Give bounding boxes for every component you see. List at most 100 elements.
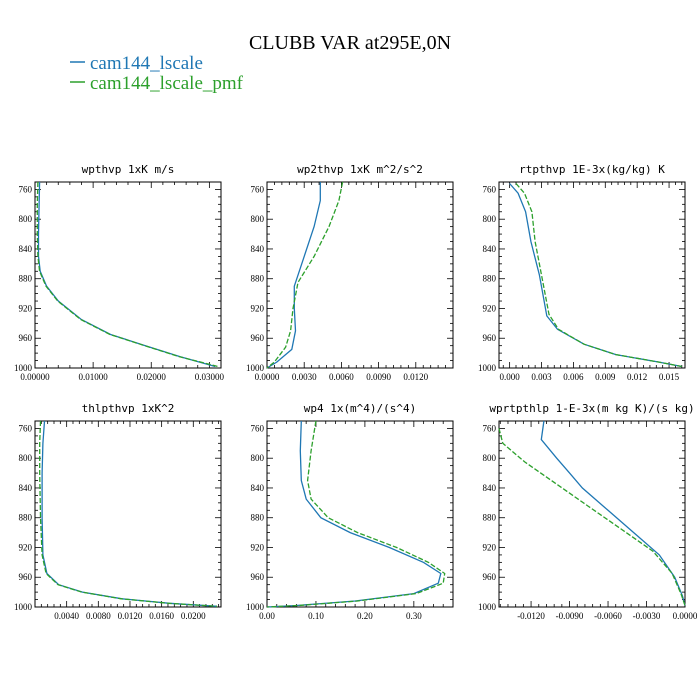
chart-panel-6: wprtpthlp 1-E-3x(m kg K)/(s kg) 760 800 840… bbox=[478, 402, 698, 621]
x-tick-label: 0.009 bbox=[595, 372, 616, 382]
plot-frame bbox=[498, 181, 686, 369]
y-tick-label: 920 bbox=[19, 303, 33, 313]
panels: wpthvp 1xK m/s76080084088092096010000.00… bbox=[14, 163, 698, 621]
y-tick-label: 920 bbox=[19, 542, 33, 552]
x-tick-label: 0.0060 bbox=[329, 372, 354, 382]
y-tick-label: 960 bbox=[483, 572, 497, 582]
series-line-lscale-pmf bbox=[36, 181, 219, 368]
figure-title: CLUBB VAR at295E,0N bbox=[249, 32, 451, 54]
y-tick-label: 1000 bbox=[14, 602, 33, 612]
x-tick-label: 0.01000 bbox=[79, 372, 109, 382]
chart-panel-1: wpthvp 1xK m/s 760 800 840 880 920 960 10000.00… bbox=[14, 163, 225, 382]
x-tick-label: 0.0160 bbox=[149, 611, 174, 621]
y-tick-label: 1000 bbox=[14, 363, 33, 373]
y-tick-label: 760 bbox=[19, 423, 33, 433]
x-tick-label: 0.0120 bbox=[403, 372, 428, 382]
y-tick-label: 880 bbox=[19, 513, 33, 523]
x-tick-label: 0.20 bbox=[357, 611, 373, 621]
y-tick-label: 880 bbox=[483, 513, 497, 523]
plot-frame bbox=[34, 420, 222, 608]
y-tick-label: 920 bbox=[251, 303, 265, 313]
chart-panel-5: wp4 1x(m^4)/(s^4)76080084088092096010000… bbox=[246, 402, 454, 621]
series-line-lscale bbox=[540, 420, 686, 606]
y-tick-label: 760 bbox=[251, 423, 265, 433]
y-tick-label: 840 bbox=[19, 483, 33, 493]
y-tick-label: 800 bbox=[483, 453, 497, 463]
series-line-lscale-pmf bbox=[266, 181, 344, 369]
y-tick-label: 800 bbox=[19, 453, 33, 463]
panel-title: thlpthvp 1xK^2 bbox=[82, 402, 175, 415]
series-line-lscale bbox=[37, 181, 216, 368]
x-tick-label: 0.02000 bbox=[137, 372, 167, 382]
y-tick-label: 800 bbox=[483, 214, 497, 224]
y-tick-label: 1000 bbox=[246, 602, 265, 612]
plot-frame bbox=[266, 420, 454, 608]
x-tick-label: 0.0090 bbox=[366, 372, 391, 382]
series-line-lscale-pmf bbox=[39, 420, 218, 607]
y-tick-label: 760 bbox=[19, 184, 33, 194]
y-tick-label: 760 bbox=[483, 423, 497, 433]
x-tick-label: -0.0060 bbox=[594, 611, 622, 621]
x-tick-label: 0.0120 bbox=[118, 611, 143, 621]
y-tick-label: 840 bbox=[251, 483, 265, 493]
y-tick-label: 960 bbox=[251, 333, 265, 343]
x-tick-label: 0.03000 bbox=[195, 372, 225, 382]
x-tick-label: 0.0080 bbox=[86, 611, 111, 621]
plot-frame bbox=[266, 181, 454, 369]
y-tick-label: 800 bbox=[251, 453, 265, 463]
y-tick-label: 960 bbox=[251, 572, 265, 582]
y-tick-label: 960 bbox=[483, 333, 497, 343]
panel-title: wprtpthlp 1-E-3x(m kg K)/(s kg) bbox=[489, 402, 694, 415]
panel-title: wp2thvp 1xK m^2/s^2 bbox=[297, 163, 423, 176]
y-tick-label: 760 bbox=[251, 184, 265, 194]
chart-panel-4: thlpthvp 1xK^2 760 800 840 880 920 960 1000 0.00… bbox=[14, 402, 222, 621]
panel-title: wp4 1x(m^4)/(s^4) bbox=[304, 402, 417, 415]
x-tick-label: 0.000 bbox=[500, 372, 521, 382]
series-line-lscale bbox=[41, 420, 218, 607]
y-tick-label: 880 bbox=[251, 274, 265, 284]
series-line-lscale bbox=[266, 420, 442, 608]
y-tick-label: 960 bbox=[19, 333, 33, 343]
x-tick-label: 0.10 bbox=[308, 611, 324, 621]
legend-label-lscale: cam144_lscale bbox=[90, 53, 203, 74]
y-tick-label: 1000 bbox=[246, 363, 265, 373]
x-tick-label: 0.0000 bbox=[255, 372, 280, 382]
x-tick-label: 0.30 bbox=[406, 611, 422, 621]
series-line-lscale bbox=[266, 182, 321, 369]
y-tick-label: 880 bbox=[483, 274, 497, 284]
series-line-lscale-pmf bbox=[498, 428, 686, 606]
x-tick-label: 0.00 bbox=[259, 611, 275, 621]
x-tick-label: 0.0030 bbox=[292, 372, 317, 382]
panel-title: wpthvp 1xK m/s bbox=[82, 163, 175, 176]
series-line-lscale-pmf bbox=[266, 420, 446, 608]
plot-frame bbox=[498, 420, 686, 608]
y-tick-label: 760 bbox=[483, 184, 497, 194]
y-tick-label: 1000 bbox=[478, 363, 497, 373]
x-tick-label: 0.0000 bbox=[673, 611, 698, 621]
legend: cam144_lscale cam144_lscale_pmf bbox=[70, 53, 244, 94]
y-tick-label: 920 bbox=[251, 542, 265, 552]
y-tick-label: 920 bbox=[483, 303, 497, 313]
y-tick-label: 840 bbox=[19, 244, 33, 254]
x-tick-label: 0.003 bbox=[531, 372, 552, 382]
y-tick-label: 800 bbox=[251, 214, 265, 224]
legend-label-lscale-pmf: cam144_lscale_pmf bbox=[90, 73, 244, 94]
y-tick-label: 1000 bbox=[478, 602, 497, 612]
x-tick-label: 0.012 bbox=[627, 372, 647, 382]
x-tick-label: 0.0200 bbox=[181, 611, 206, 621]
y-tick-label: 880 bbox=[19, 274, 33, 284]
chart-panel-3: rtpthvp 1E-3x(kg/kg) K 760 800 840 880 920 960… bbox=[478, 163, 686, 382]
y-tick-label: 960 bbox=[19, 572, 33, 582]
series-line-lscale-pmf bbox=[515, 183, 682, 368]
chart-panel-2: wp2thvp 1xK m^2/s^2 760 800 840 880 920 960 100… bbox=[246, 163, 454, 382]
x-tick-label: 0.00000 bbox=[20, 372, 50, 382]
panel-title: rtpthvp 1E-3x(kg/kg) K bbox=[519, 163, 665, 176]
y-tick-label: 840 bbox=[483, 244, 497, 254]
y-tick-label: 920 bbox=[483, 542, 497, 552]
x-tick-label: 0.0040 bbox=[54, 611, 79, 621]
y-tick-label: 840 bbox=[251, 244, 265, 254]
x-tick-label: -0.0120 bbox=[517, 611, 545, 621]
x-tick-label: -0.0030 bbox=[633, 611, 661, 621]
x-tick-label: -0.0090 bbox=[556, 611, 584, 621]
